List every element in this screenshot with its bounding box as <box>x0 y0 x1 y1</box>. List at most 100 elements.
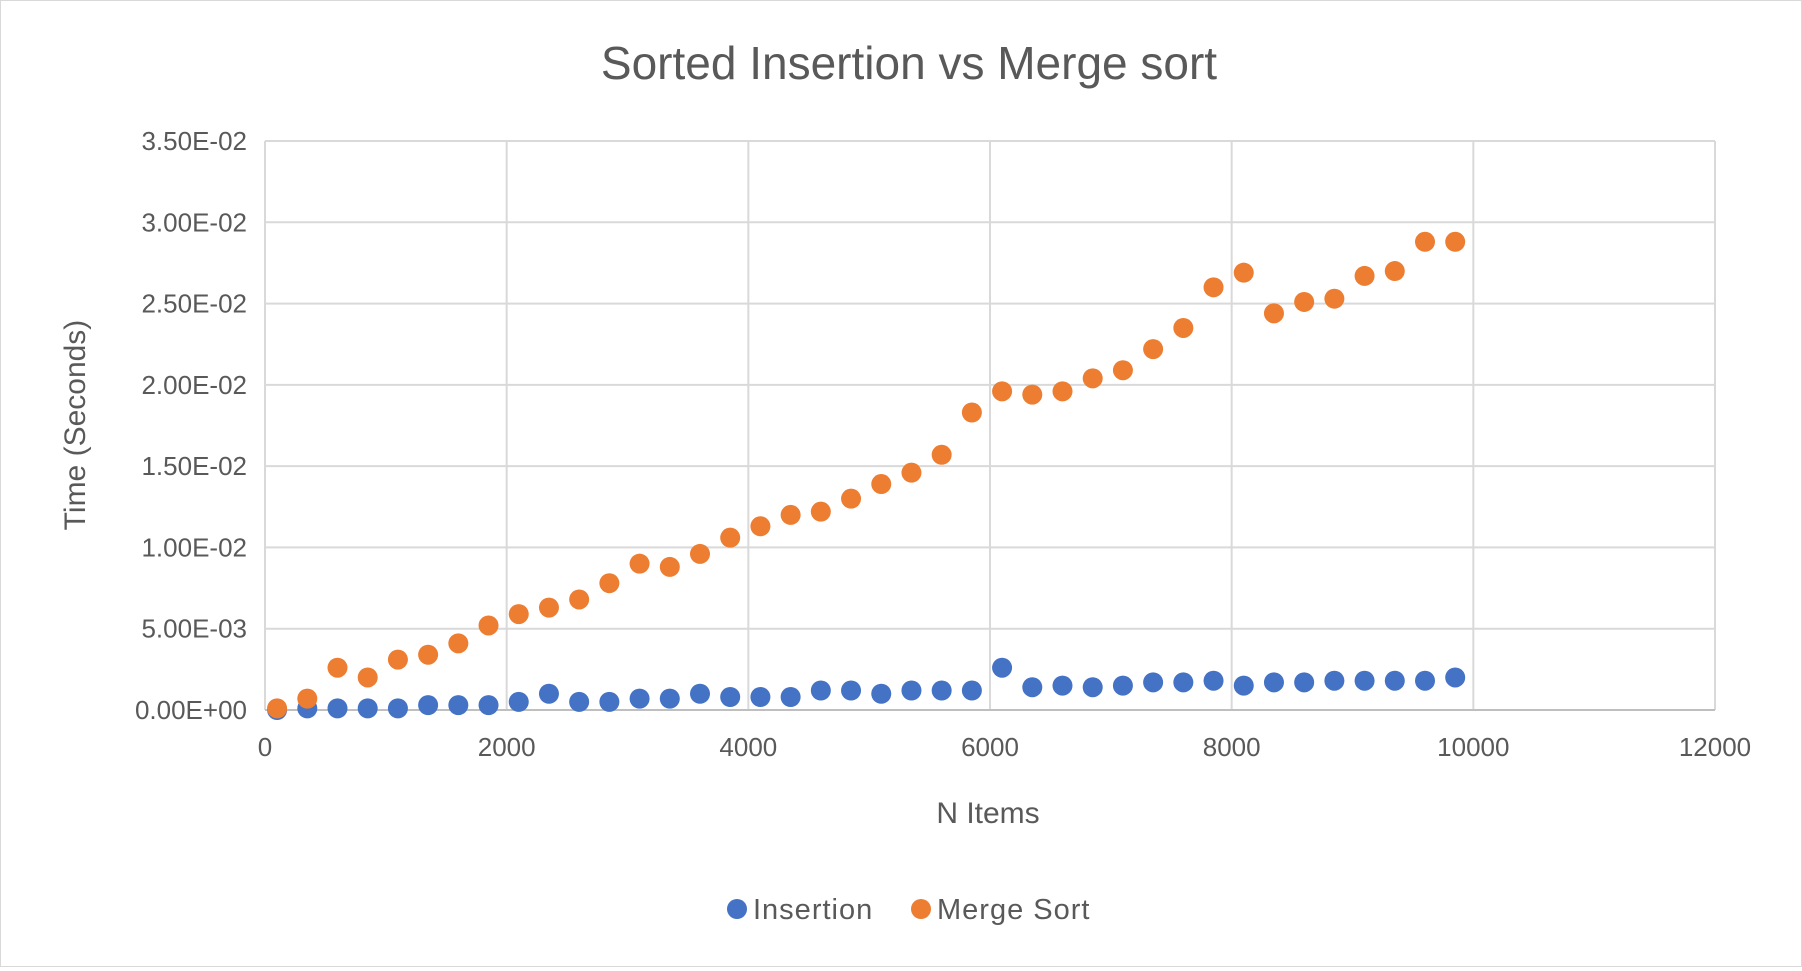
data-point-merge-sort <box>448 633 469 654</box>
x-axis-title: N Items <box>936 797 1039 830</box>
y-tick-label: 1.50E-02 <box>141 451 247 481</box>
y-tick-label: 1.00E-02 <box>141 532 247 562</box>
y-tick-label: 3.00E-02 <box>141 207 247 237</box>
data-point-merge-sort <box>1143 339 1164 360</box>
data-point-insertion <box>1354 670 1375 691</box>
data-point-merge-sort <box>569 589 590 610</box>
data-point-insertion <box>810 680 831 701</box>
data-point-merge-sort <box>871 474 892 495</box>
data-point-merge-sort <box>1022 384 1043 405</box>
data-point-merge-sort <box>690 543 710 564</box>
data-point-insertion <box>659 688 680 709</box>
data-point-insertion <box>1203 670 1224 691</box>
data-point-merge-sort <box>1263 303 1284 324</box>
data-point-insertion <box>508 691 529 712</box>
data-point-insertion <box>931 680 952 701</box>
x-tick-label: 2000 <box>478 732 536 762</box>
data-point-merge-sort <box>780 504 801 525</box>
data-point-merge-sort <box>599 573 620 594</box>
x-tick-label: 4000 <box>719 732 777 762</box>
data-point-insertion <box>629 688 650 709</box>
data-point-insertion <box>1415 670 1435 691</box>
data-point-insertion <box>780 686 801 707</box>
data-point-insertion <box>357 698 378 719</box>
data-point-merge-sort <box>327 657 348 678</box>
data-points <box>267 231 1466 720</box>
data-point-merge-sort <box>1415 231 1435 252</box>
y-tick-label: 2.50E-02 <box>141 289 247 319</box>
data-point-merge-sort <box>508 604 529 625</box>
data-point-insertion <box>871 683 892 704</box>
x-tick-label: 10000 <box>1437 732 1509 762</box>
data-point-merge-sort <box>1354 265 1375 286</box>
data-point-merge-sort <box>1082 368 1103 389</box>
data-point-merge-sort <box>810 501 831 522</box>
data-point-insertion <box>1445 667 1466 688</box>
data-point-insertion <box>1384 670 1405 691</box>
data-point-insertion <box>387 698 408 719</box>
data-point-insertion <box>1082 677 1103 698</box>
data-point-insertion <box>599 691 620 712</box>
data-point-merge-sort <box>931 444 952 465</box>
chart-title: Sorted Insertion vs Merge sort <box>601 37 1217 89</box>
data-point-insertion <box>478 695 499 716</box>
x-tick-label: 0 <box>258 732 272 762</box>
data-point-insertion <box>538 683 559 704</box>
data-point-merge-sort <box>357 667 378 688</box>
data-point-insertion <box>1324 670 1345 691</box>
data-point-insertion <box>961 680 982 701</box>
data-point-merge-sort <box>629 553 650 574</box>
x-tick-label: 6000 <box>961 732 1019 762</box>
data-point-merge-sort <box>750 516 771 537</box>
data-point-merge-sort <box>1052 381 1073 402</box>
data-point-insertion <box>841 680 862 701</box>
legend-marker-merge-sort <box>911 899 931 919</box>
y-tick-label: 0.00E+00 <box>135 695 247 725</box>
legend-marker-insertion <box>727 899 747 919</box>
y-tick-label: 5.00E-03 <box>141 614 247 644</box>
data-point-merge-sort <box>841 488 862 509</box>
x-tick-labels: 0 2000 4000 6000 8000 10000 12000 <box>258 732 1751 762</box>
data-point-insertion <box>1173 672 1194 693</box>
data-point-merge-sort <box>1203 277 1224 298</box>
data-point-merge-sort <box>1112 360 1133 381</box>
y-tick-labels: 0.00E+00 5.00E-03 1.00E-02 1.50E-02 2.00E-02… <box>135 126 247 725</box>
data-point-insertion <box>1263 672 1284 693</box>
data-point-insertion <box>690 683 710 704</box>
data-point-merge-sort <box>478 615 499 636</box>
x-tick-label: 8000 <box>1203 732 1261 762</box>
data-point-insertion <box>327 698 348 719</box>
data-point-merge-sort <box>1445 231 1466 252</box>
data-point-merge-sort <box>297 688 318 709</box>
data-point-insertion <box>1233 675 1254 696</box>
data-point-merge-sort <box>1384 261 1405 282</box>
data-point-merge-sort <box>961 402 982 423</box>
data-point-merge-sort <box>1294 291 1315 312</box>
data-point-merge-sort <box>1324 288 1345 309</box>
data-point-merge-sort <box>720 527 741 548</box>
grid-lines <box>265 140 1716 710</box>
y-axis-title: Time (Seconds) <box>59 320 92 531</box>
data-point-insertion <box>569 691 590 712</box>
data-point-insertion <box>1052 675 1073 696</box>
data-point-insertion <box>720 686 741 707</box>
data-point-insertion <box>901 680 922 701</box>
legend-label-insertion: Insertion <box>753 894 873 926</box>
data-point-merge-sort <box>418 644 439 665</box>
data-point-merge-sort <box>659 556 680 577</box>
data-point-insertion <box>1143 672 1164 693</box>
axes <box>264 141 1715 711</box>
legend-label-merge-sort: Merge Sort <box>937 894 1090 926</box>
data-point-insertion <box>1022 677 1043 698</box>
data-point-merge-sort <box>387 649 408 670</box>
y-tick-label: 3.50E-02 <box>141 126 247 156</box>
data-point-insertion <box>750 686 771 707</box>
data-point-insertion <box>1294 672 1315 693</box>
data-point-insertion <box>448 695 469 716</box>
data-point-insertion <box>418 695 439 716</box>
legend: Insertion Merge Sort <box>727 894 1090 926</box>
data-point-merge-sort <box>267 698 288 719</box>
data-point-merge-sort <box>992 381 1013 402</box>
